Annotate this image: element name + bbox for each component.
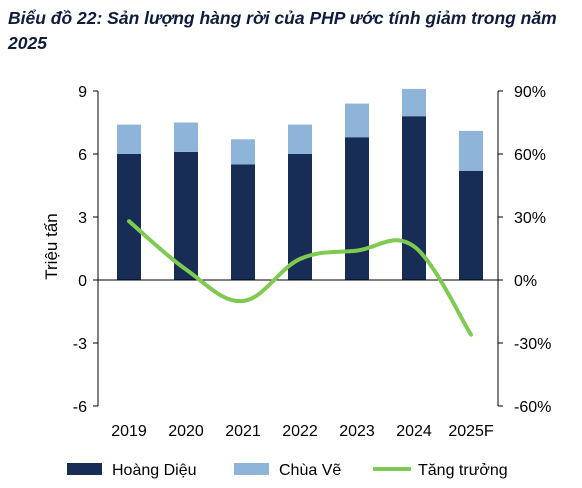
- legend-hoang-dieu-swatch: [67, 463, 102, 475]
- bar-chua-ve: [174, 122, 198, 152]
- bar-chua-ve: [231, 139, 255, 165]
- bar-hoang-dieu: [117, 154, 141, 280]
- x-tick-label: 2020: [168, 423, 204, 440]
- x-tick-label: 2022: [282, 423, 318, 440]
- legend-tang-truong-label: Tăng trưởng: [418, 462, 508, 479]
- right-axis-tick-label: -60%: [514, 399, 551, 416]
- left-axis-tick-label: 6: [78, 147, 87, 164]
- right-axis-tick-label: 0%: [514, 273, 537, 290]
- x-tick-label: 2021: [225, 423, 261, 440]
- bar-chua-ve: [288, 124, 312, 154]
- legend-chua-ve-swatch: [234, 463, 269, 475]
- right-axis-tick-label: -30%: [514, 336, 551, 353]
- x-tick-label: 2023: [339, 423, 375, 440]
- chart-title: Biểu đồ 22: Sản lượng hàng rời của PHP ư…: [8, 8, 557, 53]
- bar-chua-ve: [117, 124, 141, 154]
- left-axis-tick-label: -3: [73, 336, 87, 353]
- left-axis-tick-label: 3: [78, 210, 87, 227]
- bar-hoang-dieu: [231, 164, 255, 280]
- legend-chua-ve-label: Chùa Vẽ: [279, 462, 341, 479]
- y-axis-label: Triệu tấn: [42, 213, 61, 279]
- right-axis-tick-label: 60%: [514, 147, 546, 164]
- growth-line: [127, 219, 473, 337]
- left-axis-tick-label: 9: [78, 84, 87, 101]
- x-tick-label: 2019: [111, 423, 147, 440]
- right-axis-tick-label: 30%: [514, 210, 546, 227]
- right-axis-tick-label: 90%: [514, 84, 546, 101]
- bar-hoang-dieu: [174, 151, 198, 280]
- left-axis-tick-label: -6: [73, 399, 87, 416]
- bar-hoang-dieu: [345, 137, 369, 280]
- x-tick-label: 2024: [396, 423, 432, 440]
- bar-chua-ve: [345, 103, 369, 138]
- bar-chua-ve: [459, 130, 483, 171]
- bar-chua-ve: [402, 88, 426, 117]
- left-axis-tick-label: 0: [78, 273, 87, 290]
- legend-hoang-dieu-label: Hoàng Diệu: [112, 462, 197, 479]
- x-tick-label: 2025F: [448, 423, 494, 440]
- bar-hoang-dieu: [459, 170, 483, 280]
